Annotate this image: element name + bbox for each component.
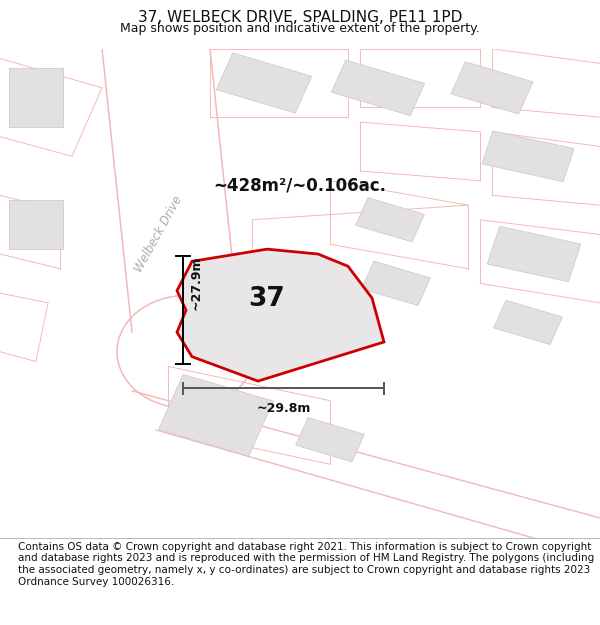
Polygon shape xyxy=(177,249,384,381)
Polygon shape xyxy=(9,200,63,249)
Polygon shape xyxy=(117,296,255,408)
Polygon shape xyxy=(331,60,425,116)
Text: 37, WELBECK DRIVE, SPALDING, PE11 1PD: 37, WELBECK DRIVE, SPALDING, PE11 1PD xyxy=(138,10,462,25)
Polygon shape xyxy=(296,418,364,462)
Polygon shape xyxy=(217,53,311,113)
Polygon shape xyxy=(487,226,581,282)
Polygon shape xyxy=(451,62,533,114)
Polygon shape xyxy=(356,198,424,242)
Text: 37: 37 xyxy=(248,286,286,312)
Text: ~27.9m: ~27.9m xyxy=(190,256,203,310)
Polygon shape xyxy=(494,301,562,344)
Polygon shape xyxy=(482,131,574,182)
Polygon shape xyxy=(362,261,430,306)
Polygon shape xyxy=(158,374,274,456)
Text: Contains OS data © Crown copyright and database right 2021. This information is : Contains OS data © Crown copyright and d… xyxy=(18,542,594,587)
Text: Map shows position and indicative extent of the property.: Map shows position and indicative extent… xyxy=(120,22,480,35)
Text: Welbeck Drive: Welbeck Drive xyxy=(133,194,185,275)
Polygon shape xyxy=(102,49,240,332)
Text: ~29.8m: ~29.8m xyxy=(256,402,311,415)
Polygon shape xyxy=(9,68,63,127)
Text: ~428m²/~0.106ac.: ~428m²/~0.106ac. xyxy=(214,177,386,194)
